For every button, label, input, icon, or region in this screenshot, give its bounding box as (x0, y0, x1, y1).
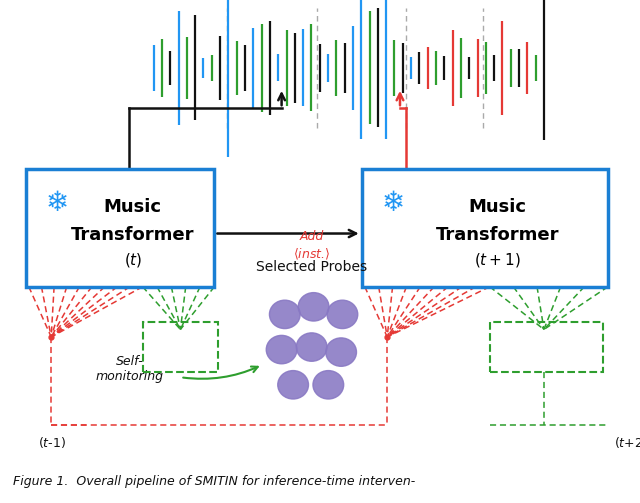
Text: Add: Add (300, 230, 324, 243)
Ellipse shape (313, 371, 344, 399)
Ellipse shape (266, 336, 297, 364)
Ellipse shape (326, 338, 356, 366)
Ellipse shape (298, 293, 329, 321)
Text: $(t+1)$: $(t+1)$ (474, 252, 521, 269)
Text: Self-
monitoring: Self- monitoring (95, 355, 163, 383)
Text: Music: Music (104, 199, 162, 216)
Ellipse shape (269, 300, 300, 328)
Bar (490, 322, 603, 372)
Text: Selected Probes: Selected Probes (256, 260, 367, 274)
Text: ❄: ❄ (382, 189, 405, 217)
Bar (26, 169, 214, 287)
Text: $\langle$inst.$\rangle$: $\langle$inst.$\rangle$ (293, 246, 330, 262)
Text: Transformer: Transformer (436, 226, 559, 244)
Text: Music: Music (468, 199, 527, 216)
Ellipse shape (278, 371, 308, 399)
Bar (143, 322, 218, 372)
Ellipse shape (327, 300, 358, 328)
Text: ❄: ❄ (46, 189, 69, 217)
Text: $(t)$: $(t)$ (124, 252, 142, 269)
Bar (362, 169, 608, 287)
Text: Figure 1.  Overall pipeline of SMITIN for inference-time interven-: Figure 1. Overall pipeline of SMITIN for… (13, 475, 415, 488)
Text: $(t$-$1)$: $(t$-$1)$ (38, 435, 67, 450)
Text: Transformer: Transformer (71, 226, 195, 244)
Text: $(t$+$2)$: $(t$+$2)$ (614, 435, 640, 450)
Ellipse shape (296, 333, 327, 361)
